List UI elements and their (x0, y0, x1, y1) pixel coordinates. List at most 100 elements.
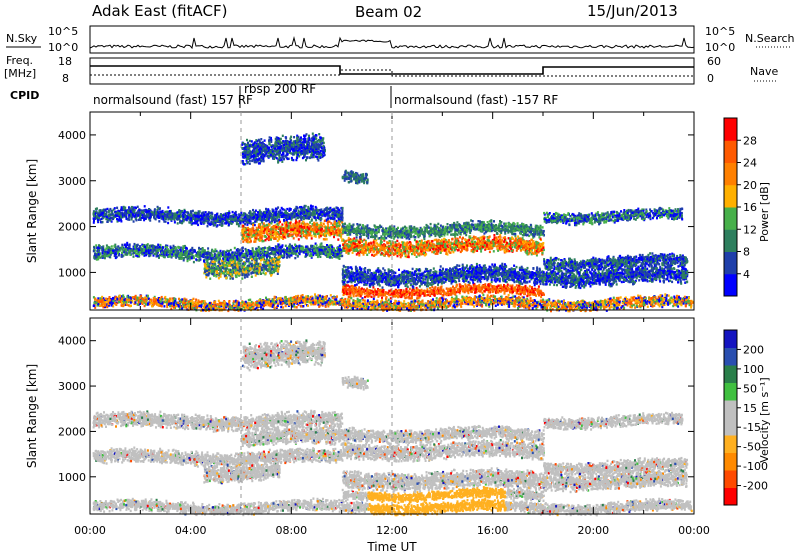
backscatter-cell (222, 250, 224, 252)
backscatter-cell (270, 252, 272, 254)
backscatter-cell (272, 208, 274, 210)
backscatter-cell (167, 222, 169, 224)
backscatter-cell (159, 246, 161, 248)
backscatter-cell (210, 214, 212, 216)
backscatter-cell (190, 249, 192, 251)
backscatter-cell (177, 211, 179, 213)
backscatter-cell (177, 217, 179, 219)
backscatter-cell (307, 208, 309, 210)
backscatter-cell (290, 208, 292, 210)
backscatter-cell (198, 247, 200, 249)
backscatter-cell (229, 277, 231, 279)
backscatter-cell (125, 246, 127, 248)
backscatter-cell (259, 248, 261, 250)
backscatter-cell (245, 256, 247, 258)
backscatter-cell (178, 255, 180, 257)
backscatter-cell (334, 217, 336, 219)
backscatter-cell (298, 210, 300, 212)
backscatter-cell (288, 252, 290, 254)
backscatter-cell (167, 251, 169, 253)
backscatter-cell (259, 209, 261, 211)
backscatter-cell (286, 247, 288, 249)
backscatter-cell (324, 214, 326, 216)
backscatter-cell (188, 253, 190, 255)
backscatter-cell (123, 208, 125, 210)
backscatter-cell (150, 249, 152, 251)
backscatter-cell (148, 210, 150, 212)
backscatter-cell (305, 253, 307, 255)
backscatter-cell (286, 208, 288, 210)
backscatter-cell (107, 208, 109, 210)
backscatter-cell (298, 212, 300, 214)
backscatter-cell (242, 219, 244, 221)
backscatter-cell (253, 253, 255, 255)
backscatter-cell (254, 251, 256, 253)
backscatter-cell (205, 256, 207, 258)
power-heatmap (93, 133, 694, 313)
backscatter-cell (160, 211, 162, 213)
backscatter-cell (249, 222, 251, 224)
header-beam: Beam 02 (355, 3, 422, 21)
backscatter-cell (217, 224, 219, 226)
backscatter-cell (268, 246, 270, 248)
backscatter-cell (225, 222, 227, 224)
backscatter-cell (291, 252, 293, 254)
backscatter-cell (211, 254, 213, 256)
backscatter-cell (208, 258, 210, 260)
backscatter-cell (319, 249, 321, 251)
backscatter-cell (342, 207, 344, 209)
backscatter-cell (128, 214, 130, 216)
backscatter-cell (145, 254, 147, 256)
backscatter-cell (133, 211, 135, 213)
backscatter-cell (167, 211, 169, 213)
backscatter-cell (270, 217, 272, 219)
backscatter-cell (184, 251, 186, 253)
backscatter-cell (110, 251, 112, 253)
backscatter-cell (182, 254, 184, 256)
nsky-trace (90, 38, 694, 48)
backscatter-cell (331, 246, 333, 248)
backscatter-cell (231, 222, 233, 224)
backscatter-cell (123, 212, 125, 214)
backscatter-cell (325, 248, 327, 250)
backscatter-cell (327, 253, 329, 255)
backscatter-cell (134, 250, 136, 252)
backscatter-cell (329, 211, 331, 213)
backscatter-cell (313, 249, 315, 251)
backscatter-cell (246, 224, 248, 226)
backscatter-cell (302, 248, 304, 250)
backscatter-cell (98, 253, 100, 255)
backscatter-cell (291, 254, 293, 256)
backscatter-cell (266, 247, 268, 249)
backscatter-cell (283, 214, 285, 216)
backscatter-cell (188, 221, 190, 223)
backscatter-cell (198, 259, 200, 261)
backscatter-cell (256, 217, 258, 219)
backscatter-cell (167, 216, 169, 218)
backscatter-cell (94, 247, 96, 249)
backscatter-cell (157, 244, 159, 246)
backscatter-cell (320, 243, 322, 245)
backscatter-cell (328, 208, 330, 210)
backscatter-cell (188, 214, 190, 216)
backscatter-cell (232, 211, 234, 213)
nsearch-tick-top: 10^5 (705, 25, 735, 38)
backscatter-cell (138, 249, 140, 251)
backscatter-cell (146, 244, 148, 246)
backscatter-cell (121, 252, 123, 254)
backscatter-cell (112, 218, 114, 220)
backscatter-cell (197, 252, 199, 254)
backscatter-cell (93, 220, 95, 222)
backscatter-cell (212, 258, 214, 260)
backscatter-cell (194, 218, 196, 220)
backscatter-cell (207, 247, 209, 249)
backscatter-cell (283, 219, 285, 221)
backscatter-cell (183, 259, 185, 261)
backscatter-cell (118, 254, 120, 256)
backscatter-cell (178, 258, 180, 260)
backscatter-cell (222, 220, 224, 222)
backscatter-cell (208, 253, 210, 255)
backscatter-cell (116, 207, 118, 209)
backscatter-cell (242, 247, 244, 249)
backscatter-cell (313, 245, 315, 247)
